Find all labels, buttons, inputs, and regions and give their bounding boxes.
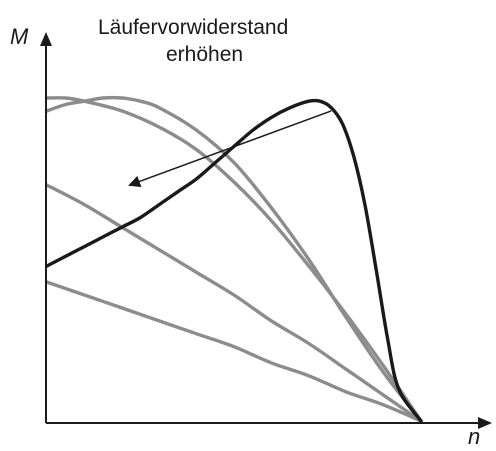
x-axis-label: n [468, 424, 480, 449]
torque-curve-resistance-3 [45, 183, 423, 423]
annotation-line-2: erhöhen [166, 43, 243, 66]
x-axis-arrow-icon [478, 417, 492, 429]
torque-curve-resistance-2 [45, 96, 423, 423]
y-axis-arrow-icon [40, 32, 52, 46]
y-axis-label: M [10, 24, 29, 49]
torque-curve-base [45, 98, 423, 423]
torque-curve-resistance-4 [45, 280, 423, 423]
annotation-line-1: Läufervorwiderstand [98, 16, 288, 39]
curve-group [45, 95, 423, 423]
annotation-arrow [128, 110, 332, 188]
